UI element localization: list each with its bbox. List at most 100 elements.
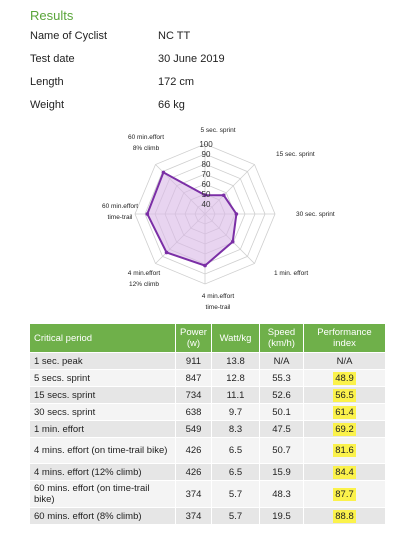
table-row: 60 mins. effort (on time-trail bike) 374 5… [29, 480, 386, 508]
power-cell: 847 [175, 369, 212, 387]
watt-kg-cell: 13.8 [211, 352, 260, 370]
period-cell: 4 mins. effort (on time-trail bike) [29, 437, 176, 464]
watt-kg-cell: 5.7 [211, 507, 260, 525]
period-cell: 1 sec. peak [29, 352, 176, 370]
info-value: 172 cm [158, 76, 195, 88]
radar-axis-label: time-trail [108, 214, 133, 221]
watt-kg-cell: 6.5 [211, 463, 260, 481]
power-cell: 638 [175, 403, 212, 421]
performance-index-cell: 48.9 [303, 369, 386, 387]
radar-axis-label: 12% climb [129, 281, 159, 288]
period-cell: 60 mins. effort (8% climb) [29, 507, 176, 525]
period-cell: 30 secs. sprint [29, 403, 176, 421]
col-header-critical-period: Critical period [29, 323, 176, 353]
performance-index-cell: 88.8 [303, 507, 386, 525]
period-cell: 60 mins. effort (on time-trail bike) [29, 480, 176, 508]
speed-cell: 47.5 [259, 420, 304, 438]
radar-data-point [161, 170, 166, 175]
col-header-performance-index: Performance index [303, 323, 386, 353]
performance-index-cell: 81.6 [303, 437, 386, 464]
info-label: Length [30, 76, 64, 88]
speed-cell: 19.5 [259, 507, 304, 525]
performance-index-cell: 61.4 [303, 403, 386, 421]
radar-tick-label: 100 [199, 140, 213, 149]
speed-cell: 55.3 [259, 369, 304, 387]
radar-tick-label: 50 [202, 190, 211, 199]
speed-cell: 52.6 [259, 386, 304, 404]
period-cell: 4 mins. effort (12% climb) [29, 463, 176, 481]
speed-cell: 50.1 [259, 403, 304, 421]
radar-tick-label: 80 [202, 160, 211, 169]
radar-data-point [230, 239, 235, 244]
performance-index-highlight: 69.2 [333, 422, 356, 436]
power-cell: 549 [175, 420, 212, 438]
power-cell: 911 [175, 352, 212, 370]
radar-axis-label: 60 min.effort [128, 134, 164, 141]
table-row: 1 sec. peak 911 13.8 N/A N/A [29, 352, 386, 370]
speed-cell: N/A [259, 352, 304, 370]
performance-table: Critical period Power (w) Watt/kg Speed … [29, 323, 386, 525]
watt-kg-cell: 12.8 [211, 369, 260, 387]
info-label: Test date [30, 53, 75, 65]
radar-tick-label: 60 [202, 180, 211, 189]
performance-index-highlight: 84.4 [333, 465, 356, 479]
radar-axis-label: 30 sec. sprint [296, 211, 335, 218]
performance-index-highlight: 48.9 [333, 371, 356, 385]
performance-index-highlight: 61.4 [333, 405, 356, 419]
watt-kg-cell: 6.5 [211, 437, 260, 464]
watt-kg-cell: 5.7 [211, 480, 260, 508]
period-cell: 5 secs. sprint [29, 369, 176, 387]
speed-cell: 48.3 [259, 480, 304, 508]
table-row: 5 secs. sprint 847 12.8 55.3 48.9 [29, 369, 386, 387]
radar-data-point [234, 212, 239, 216]
power-cell: 734 [175, 386, 212, 404]
watt-kg-cell: 9.7 [211, 403, 260, 421]
radar-data-point [203, 263, 207, 268]
power-cell: 426 [175, 463, 212, 481]
radar-tick-label: 70 [202, 170, 211, 179]
power-cell: 374 [175, 480, 212, 508]
info-value: 30 June 2019 [158, 53, 225, 65]
col-header-power: Power (w) [175, 323, 212, 353]
period-cell: 15 secs. sprint [29, 386, 176, 404]
period-cell: 1 min. effort [29, 420, 176, 438]
performance-index-highlight: 56.5 [333, 388, 356, 402]
table-row: 60 mins. effort (8% climb) 374 5.7 19.5 88.8 [29, 507, 386, 525]
col-header-watt-kg: Watt/kg [211, 323, 260, 353]
radar-data-point [164, 250, 169, 255]
radar-data-point [145, 212, 150, 216]
radar-tick-label: 40 [202, 200, 211, 209]
radar-axis-label: 4 min.effort [128, 270, 161, 277]
radar-axis-label: 8% climb [133, 145, 160, 152]
info-label: Name of Cyclist [30, 30, 108, 42]
radar-axis-label: 1 min. effort [274, 270, 308, 277]
results-title: Results [30, 8, 74, 23]
performance-index-highlight: 81.6 [333, 444, 356, 457]
performance-index-cell: 69.2 [303, 420, 386, 438]
table-row: 4 mins. effort (on time-trail bike) 426 6.… [29, 437, 386, 464]
info-value: NC TT [158, 30, 191, 42]
table-header-row: Critical period Power (w) Watt/kg Speed … [29, 323, 386, 353]
radar-data-point [203, 193, 207, 197]
radar-axis-label: 5 sec. sprint [200, 127, 235, 134]
watt-kg-cell: 8.3 [211, 420, 260, 438]
col-header-speed: Speed (km/h) [259, 323, 304, 353]
performance-index-cell: 84.4 [303, 463, 386, 481]
performance-index-cell: 56.5 [303, 386, 386, 404]
radar-tick-label: 90 [202, 150, 211, 159]
table-row: 4 mins. effort (12% climb) 426 6.5 15.9 84.4 [29, 463, 386, 481]
performance-index-cell: 87.7 [303, 480, 386, 508]
table-row: 15 secs. sprint 734 11.1 52.6 56.5 [29, 386, 386, 404]
radar-axis-label: 4 min.effort [202, 293, 235, 300]
radar-data-point [221, 193, 226, 198]
info-label: Weight [30, 99, 65, 111]
power-cell: 374 [175, 507, 212, 525]
table-row: 30 secs. sprint 638 9.7 50.1 61.4 [29, 403, 386, 421]
performance-index-highlight: 88.8 [333, 509, 356, 523]
watt-kg-cell: 11.1 [211, 386, 260, 404]
performance-index-cell: N/A [303, 352, 386, 370]
info-value: 66 kg [158, 99, 185, 111]
radar-axis-label: 60 min.effort [102, 203, 138, 210]
speed-cell: 50.7 [259, 437, 304, 464]
